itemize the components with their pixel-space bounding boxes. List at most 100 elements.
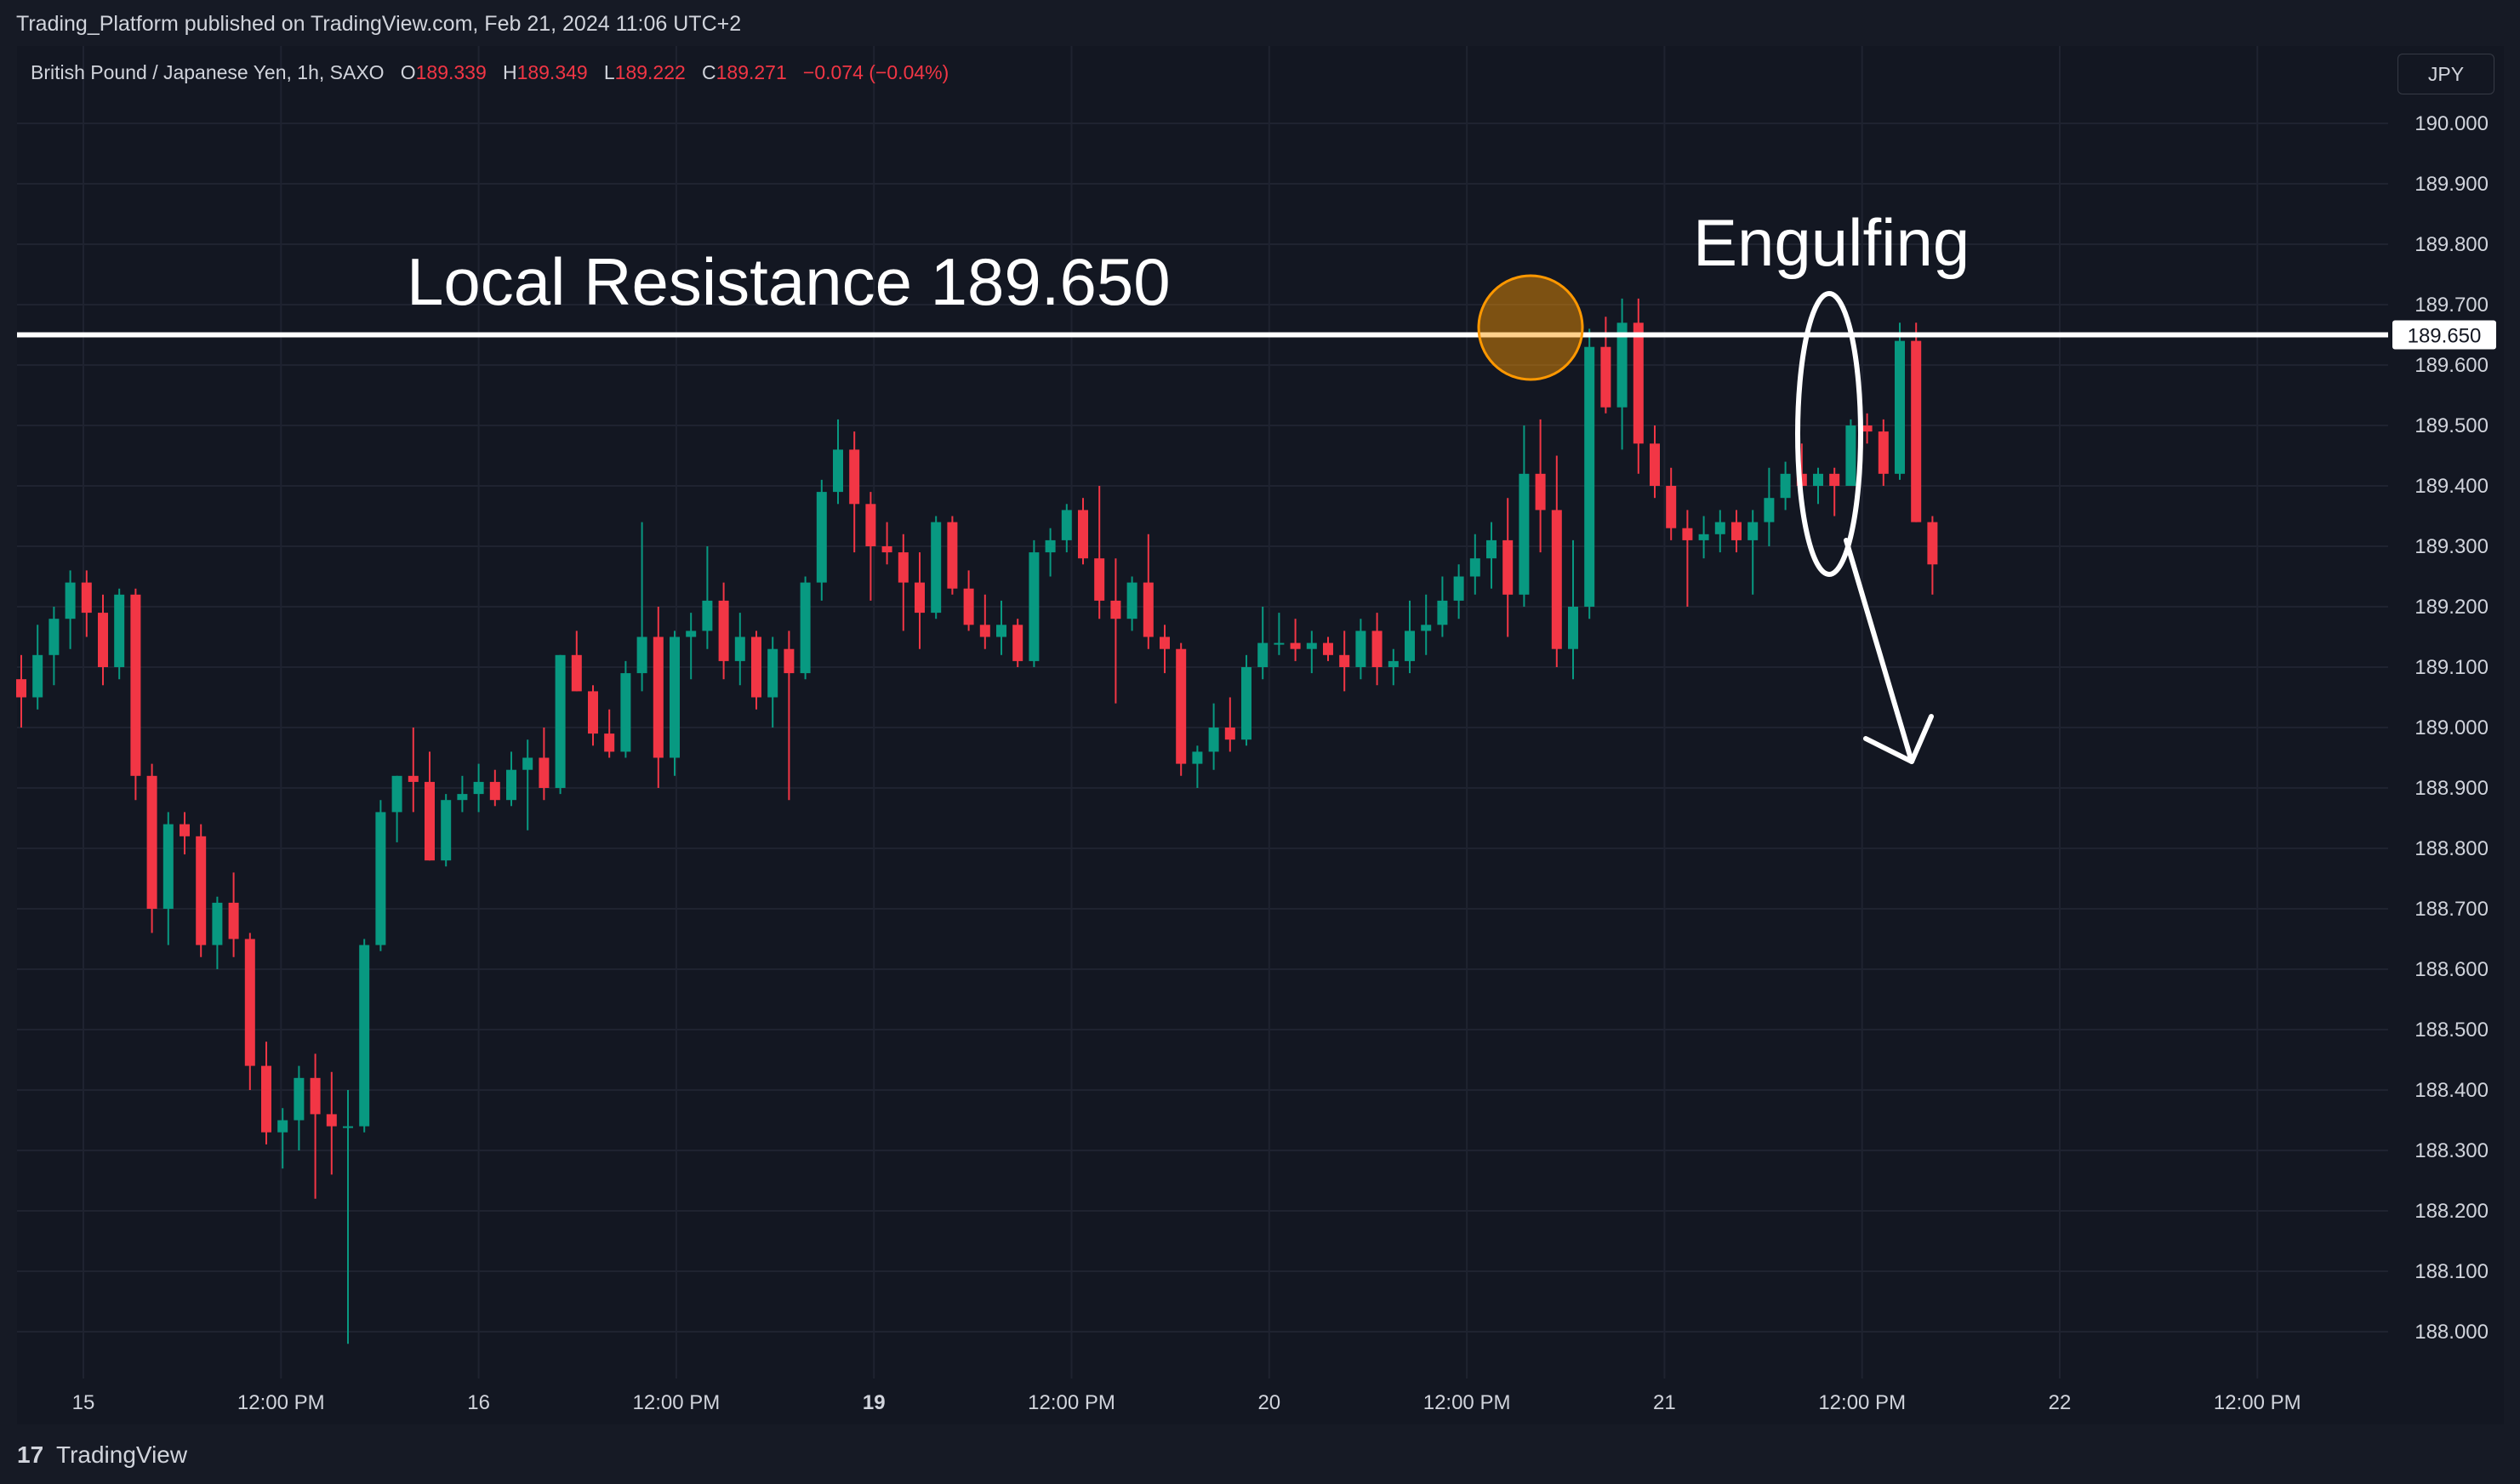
candle-body (114, 594, 125, 667)
candle-body (963, 588, 974, 625)
low-label: L (603, 61, 615, 83)
candle-body (391, 775, 402, 813)
engulfing-label: Engulfing (1693, 205, 1970, 280)
candle-body (81, 582, 92, 614)
candle-body (98, 613, 108, 667)
candle-body (1421, 625, 1432, 631)
open-value: 189.339 (415, 61, 487, 83)
x-tick-label: 12:00 PM (1818, 1391, 1906, 1414)
candle-body (539, 757, 550, 788)
candle-body (620, 673, 631, 752)
candle-body (718, 600, 729, 661)
highlight-circle (1477, 274, 1584, 381)
candle-body (522, 757, 533, 770)
candle-body (1584, 346, 1595, 607)
y-tick-label: 188.100 (2415, 1260, 2489, 1283)
candle-body (196, 836, 207, 945)
candle-body (310, 1077, 321, 1115)
y-tick-label: 189.200 (2415, 596, 2489, 619)
y-tick-label: 189.700 (2415, 294, 2489, 317)
low-value: 189.222 (614, 61, 686, 83)
candle-body (16, 679, 26, 698)
y-tick-label: 188.900 (2415, 777, 2489, 800)
candle-body (261, 1065, 271, 1133)
candle-body (408, 775, 419, 782)
ohlc-legend: British Pound / Japanese Yen, 1h, SAXO O… (31, 61, 949, 84)
y-tick-label: 188.200 (2415, 1200, 2489, 1223)
resistance-label: Local Resistance 189.650 (407, 244, 1171, 319)
candle-body (1306, 642, 1317, 649)
candle-body (1469, 558, 1480, 577)
candle-body (1714, 522, 1725, 534)
candle-body (180, 824, 190, 836)
x-tick-label: 19 (863, 1391, 886, 1414)
candle-body (1535, 473, 1546, 511)
down-arrow (1844, 538, 1914, 764)
candle-body (1845, 425, 1856, 486)
candle-body (473, 781, 484, 795)
candle-body (555, 654, 566, 788)
candle-body (1813, 473, 1823, 486)
change-value: −0.074 (−0.04%) (802, 61, 949, 83)
candle-body (816, 492, 827, 583)
candle-body (1355, 631, 1366, 667)
candle-body (1143, 582, 1154, 637)
y-tick-label: 189.000 (2415, 716, 2489, 739)
y-tick-label: 188.000 (2415, 1321, 2489, 1344)
symbol-name[interactable]: British Pound / Japanese Yen, 1h, SAXO (31, 61, 385, 83)
candle-body (653, 636, 664, 758)
price-scale[interactable] (2388, 46, 2504, 1424)
x-tick-label: 20 (1257, 1391, 1280, 1414)
y-tick-label: 189.400 (2415, 475, 2489, 498)
candle-body (1633, 322, 1644, 444)
candle-body (1568, 607, 1578, 649)
candle-body (636, 636, 647, 674)
candle-body (1650, 443, 1660, 486)
brand-name[interactable]: TradingView (56, 1441, 188, 1468)
candle-body (1731, 522, 1742, 540)
candle-body (162, 824, 174, 909)
candle-body (1388, 660, 1399, 667)
publish-text: Trading_Platform published on TradingVie… (16, 12, 742, 36)
y-tick-label: 189.300 (2415, 535, 2489, 558)
y-tick-label: 188.300 (2415, 1139, 2489, 1162)
candle-body (1519, 473, 1530, 595)
candle-body (1176, 648, 1187, 764)
candle-body (1502, 539, 1514, 595)
candle-body (506, 769, 516, 801)
candle-body (1764, 498, 1775, 522)
chart-pane[interactable] (17, 46, 2388, 1424)
candle-body (1551, 510, 1562, 649)
x-tick-label: 12:00 PM (2214, 1391, 2301, 1414)
candle-body (359, 945, 370, 1127)
candle-body (734, 636, 745, 661)
candle-body (996, 625, 1006, 637)
candle-body (898, 552, 909, 583)
candle-body (588, 691, 598, 734)
engulfing-ellipse (1795, 291, 1863, 577)
candle-body (1616, 322, 1628, 408)
candle-body (1600, 346, 1611, 408)
candle-body (425, 781, 435, 861)
candle-body (1257, 642, 1269, 667)
y-tick-label: 188.400 (2415, 1079, 2489, 1102)
candle-body (1045, 539, 1056, 553)
y-tick-label: 189.500 (2415, 414, 2489, 437)
candle-body (1780, 473, 1791, 499)
candle-body (1682, 528, 1693, 540)
candle-body (1453, 576, 1464, 601)
currency-button[interactable]: JPY (2397, 54, 2494, 94)
tradingview-logo-icon[interactable]: 17 (17, 1441, 44, 1468)
candle-body (1666, 486, 1677, 528)
candle-body (228, 902, 239, 939)
candle-body (1927, 522, 1938, 565)
candle-body (457, 794, 468, 801)
candle-body (1208, 728, 1219, 752)
candle-body (212, 902, 223, 945)
footer: 17 TradingView (0, 1424, 2520, 1484)
high-label: H (502, 61, 517, 83)
candle-body (48, 619, 60, 655)
candle-body (1829, 473, 1840, 486)
candle-body (130, 594, 141, 776)
